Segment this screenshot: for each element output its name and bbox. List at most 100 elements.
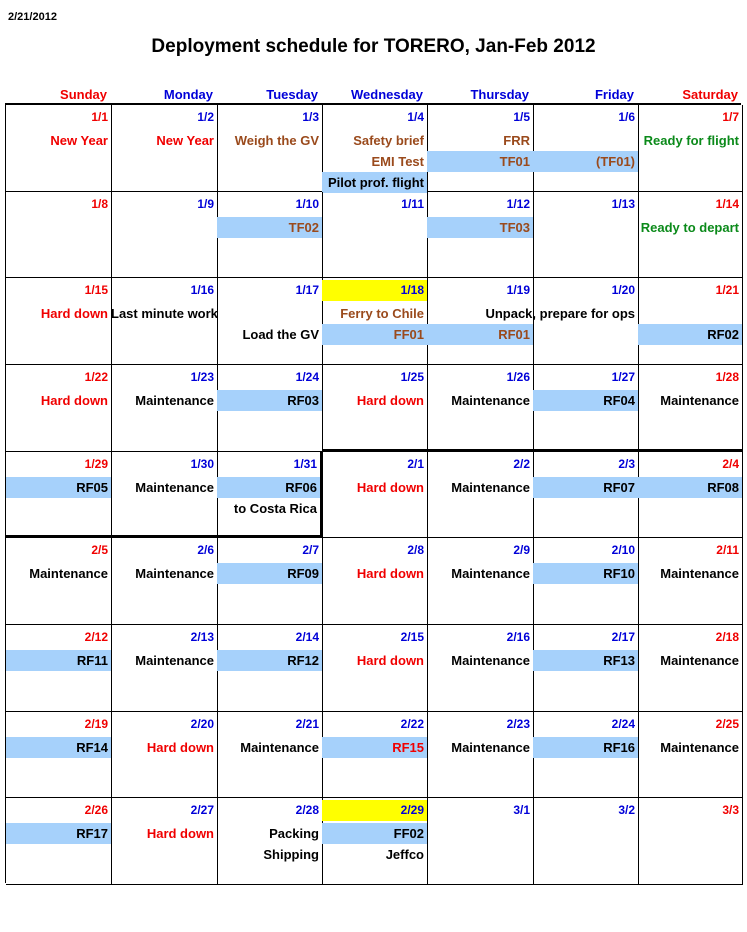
calendar-day-cell: 2/5 Maintenance bbox=[6, 538, 112, 625]
flight-event: RF11 bbox=[6, 650, 111, 671]
day-event: Maintenance bbox=[240, 740, 319, 755]
calendar-day-cell: 2/22 RF15 bbox=[322, 712, 428, 798]
day-date: 2/16 bbox=[506, 630, 530, 644]
page-title: Deployment schedule for TORERO, Jan-Feb … bbox=[151, 36, 596, 57]
day-event: Last minute work bbox=[111, 306, 218, 321]
weekday-saturday: Saturday bbox=[682, 87, 738, 102]
flight-event: Pilot prof. flight bbox=[322, 172, 427, 193]
day-event bbox=[638, 303, 742, 324]
calendar-day-cell: 1/31 RF06 to Costa Rica bbox=[217, 452, 323, 538]
day-event: Jeffco bbox=[385, 847, 424, 862]
calendar-day-cell: 1/14 Ready to depart bbox=[638, 192, 743, 278]
day-date: 2/19 bbox=[84, 717, 108, 731]
calendar-day-cell: 1/5 FRR TF01 bbox=[427, 105, 534, 192]
day-date: 2/10 bbox=[611, 543, 635, 557]
day-date: 1/2 bbox=[197, 110, 214, 124]
flight-event: RF01 bbox=[427, 324, 533, 345]
day-event: Maintenance bbox=[660, 566, 739, 581]
day-event: Hard down bbox=[356, 393, 424, 408]
calendar-day-cell: 2/23 Maintenance bbox=[427, 712, 534, 798]
day-date: 2/8 bbox=[407, 543, 424, 557]
day-date: 1/14 bbox=[715, 197, 739, 211]
flight-event: FF01 bbox=[322, 324, 427, 345]
flight-event: RF07 bbox=[533, 477, 638, 498]
calendar-day-cell: 1/15 Hard down bbox=[6, 278, 112, 365]
weekday-monday: Monday bbox=[163, 87, 213, 102]
calendar-day-cell: 2/28 Packing Shipping bbox=[217, 798, 323, 885]
calendar-day-cell: 1/11 bbox=[322, 192, 428, 278]
day-event: Hard down bbox=[40, 306, 108, 321]
day-event: EMI Test bbox=[371, 154, 425, 169]
day-date: 1/16 bbox=[190, 283, 214, 297]
calendar-day-cell: 2/6 Maintenance bbox=[111, 538, 218, 625]
day-date: 1/21 bbox=[715, 283, 739, 297]
day-date: 1/11 bbox=[401, 197, 424, 211]
day-date: 1/27 bbox=[611, 370, 635, 384]
day-date: 2/9 bbox=[513, 543, 530, 557]
day-event: Maintenance bbox=[660, 740, 739, 755]
flight-event: RF13 bbox=[533, 650, 638, 671]
day-event: Maintenance bbox=[451, 740, 530, 755]
day-date: 1/20 bbox=[611, 283, 635, 297]
day-date: 1/6 bbox=[618, 110, 635, 124]
day-date: 2/15 bbox=[400, 630, 424, 644]
day-date: 1/5 bbox=[513, 110, 530, 124]
calendar-day-cell: 1/27 RF04 bbox=[533, 365, 639, 452]
day-event: Maintenance bbox=[135, 480, 214, 495]
day-event: Maintenance bbox=[135, 393, 214, 408]
day-event: Ferry to Chile bbox=[340, 306, 424, 321]
day-event: Hard down bbox=[146, 740, 214, 755]
day-event: Maintenance bbox=[660, 393, 739, 408]
day-event: to Costa Rica bbox=[233, 501, 317, 516]
day-event: Shipping bbox=[263, 847, 319, 862]
calendar-day-cell: 2/29 FF02 Jeffco bbox=[322, 798, 428, 885]
day-date: 1/29 bbox=[84, 457, 108, 471]
flight-event: RF08 bbox=[638, 477, 742, 498]
calendar-day-cell: 1/13 bbox=[533, 192, 639, 278]
day-date: 2/26 bbox=[84, 803, 108, 817]
day-date: 2/2 bbox=[513, 457, 530, 471]
day-date: 2/5 bbox=[91, 543, 108, 557]
calendar-day-cell: 2/27 Hard down bbox=[111, 798, 218, 885]
calendar-day-cell: 1/22 Hard down bbox=[6, 365, 112, 452]
calendar-day-cell: 1/20 Unpack, prepare for ops bbox=[485, 278, 639, 365]
day-event: Unpack, prepare for ops bbox=[485, 306, 635, 321]
flight-event: RF10 bbox=[533, 563, 638, 584]
calendar-day-cell: 1/21 RF02 bbox=[638, 278, 743, 365]
calendar-day-cell: 2/19 RF14 bbox=[6, 712, 112, 798]
calendar-day-cell: 1/17 Load the GV bbox=[217, 278, 323, 365]
day-event: Maintenance bbox=[451, 566, 530, 581]
day-date: 3/1 bbox=[513, 803, 530, 817]
day-event: New Year bbox=[50, 133, 108, 148]
day-date: 2/6 bbox=[197, 543, 214, 557]
day-date: 1/17 bbox=[295, 283, 319, 297]
flight-event: (TF01) bbox=[533, 151, 638, 172]
day-event: Load the GV bbox=[242, 327, 319, 342]
day-date: 1/23 bbox=[190, 370, 214, 384]
calendar-day-cell: 3/3 bbox=[638, 798, 743, 885]
weekday-tuesday: Tuesday bbox=[266, 87, 318, 102]
calendar-day-cell: 2/16 Maintenance bbox=[427, 625, 534, 712]
calendar-day-cell: 1/25 Hard down bbox=[322, 365, 428, 452]
calendar-day-cell: 2/14 RF12 bbox=[217, 625, 323, 712]
calendar-day-cell: 3/1 bbox=[427, 798, 534, 885]
day-event bbox=[217, 303, 322, 324]
day-date: 2/28 bbox=[295, 803, 319, 817]
day-date: 1/25 bbox=[400, 370, 424, 384]
weekday-wednesday: Wednesday bbox=[350, 87, 423, 102]
day-event: Hard down bbox=[356, 566, 424, 581]
day-date: 2/29 bbox=[322, 800, 427, 821]
flight-event: RF03 bbox=[217, 390, 322, 411]
calendar-day-cell: 2/21 Maintenance bbox=[217, 712, 323, 798]
flight-event: RF14 bbox=[6, 737, 111, 758]
calendar-day-cell: 2/20 Hard down bbox=[111, 712, 218, 798]
day-date: 1/28 bbox=[715, 370, 739, 384]
calendar-day-cell: 2/1 Hard down bbox=[322, 452, 428, 538]
calendar-day-cell: 1/2 New Year bbox=[111, 105, 218, 192]
day-date: 1/9 bbox=[197, 197, 214, 211]
day-date: 1/13 bbox=[611, 197, 635, 211]
day-date: 1/8 bbox=[91, 197, 108, 211]
day-date: 1/7 bbox=[722, 110, 739, 124]
calendar-day-cell: 1/9 bbox=[111, 192, 218, 278]
day-date: 3/3 bbox=[722, 803, 739, 817]
